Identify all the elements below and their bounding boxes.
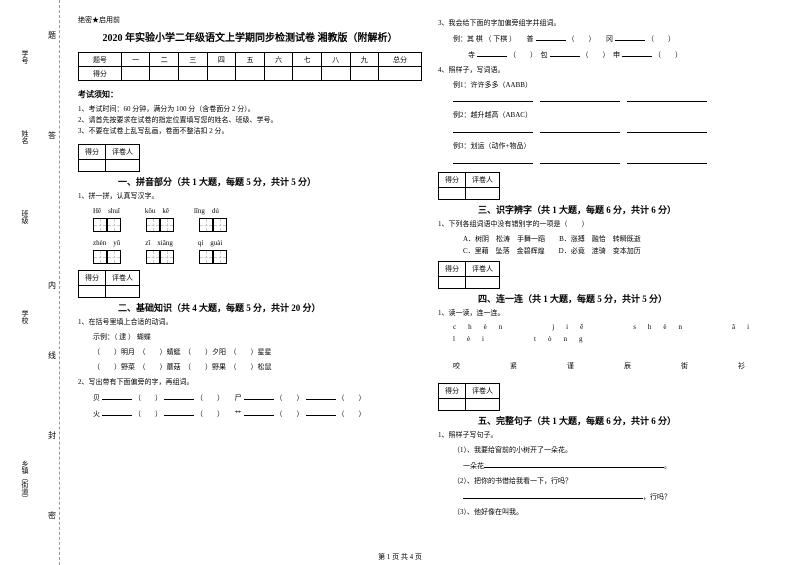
q1-1: 1、拼一拼，认真写汉字。 <box>78 191 422 203</box>
margin-label-class: 班级 <box>20 210 30 224</box>
s6-r1: （1）、我要给窗前的小树开了一朵花。 <box>453 445 782 457</box>
q2-2: 2、写出带有下面偏旁的字，再组词。 <box>78 377 422 389</box>
section6-title: 五、完整句子（共 1 大题，每题 6 分，共计 6 分） <box>478 414 676 427</box>
instruction-line: 1、考试时间：60 分钟，满分为 100 分（含卷面分 2 分）。 <box>78 104 422 115</box>
side-char: 题 <box>48 30 56 41</box>
binding-margin: 题 学号 答 姓名 班级 内 学校 线 封 乡镇（街道） 密 <box>0 0 60 565</box>
margin-label-id: 学号 <box>20 50 30 64</box>
th: 题号 <box>79 53 122 67</box>
s5-q1: 1、读一读，连一连。 <box>438 308 782 320</box>
section-score-box: 得分评卷人 <box>438 261 500 289</box>
score-summary-table: 题号 一 二 三 四 五 六 七 八 九 总分 得分 <box>78 52 422 81</box>
q2-ex: 示例：（ 逮 ） 蝴蝶 <box>93 332 422 344</box>
section3-title: 三、识字辨字（共 1 大题，每题 6 分，共计 6 分） <box>478 203 676 216</box>
th: 九 <box>350 53 379 67</box>
section-score-box: 得分评卷人 <box>438 383 500 411</box>
q2-r4: 火（ ）（ ） 艹（ ）（ ） <box>93 408 422 421</box>
q2-r3: 贝（ ）（ ） 尸（ ）（ ） <box>93 392 422 405</box>
secret-label: 绝密★启用前 <box>78 15 422 25</box>
section5-title: 四、连一连（共 1 大题，每题 5 分，共计 5 分） <box>478 292 667 305</box>
section2-title: 二、基础知识（共 4 大题，每题 5 分，共计 20 分） <box>118 301 321 314</box>
s6-r2: （2）、把你的书借给我看一下，行吗？ <box>453 476 782 488</box>
q3-r2: 寺（ ） 包（ ） 申（ ） <box>468 49 782 62</box>
sb: 评卷人 <box>106 144 140 159</box>
pinyin-row1: Hē shuǐ kǒu kě lǐng dú <box>93 206 422 216</box>
q4-ex2: 例2：越升越高（ABAC） <box>453 110 782 122</box>
main-content: 绝密★启用前 2020 年实验小学二年级语文上学期同步检测试卷 湘教版（附解析）… <box>60 0 800 565</box>
section-score-box: 得分评卷人 <box>78 144 140 172</box>
th: 六 <box>264 53 293 67</box>
th: 三 <box>179 53 208 67</box>
char-grid-1 <box>93 218 422 232</box>
page-footer: 第 1 页 共 4 页 <box>0 552 800 562</box>
section1-title: 一、拼音部分（共 1 大题，每题 5 分，共计 5 分） <box>118 175 316 188</box>
instructions: 1、考试时间：60 分钟，满分为 100 分（含卷面分 2 分）。 2、请首先按… <box>78 104 422 138</box>
side-char: 答 <box>48 130 56 141</box>
s6-r3: （3）、他好像在叫我。 <box>453 507 782 519</box>
td: 得分 <box>79 67 122 81</box>
left-column: 绝密★启用前 2020 年实验小学二年级语文上学期同步检测试卷 湘教版（附解析）… <box>70 15 430 560</box>
instruction-line: 3、不要在试卷上乱写乱画，卷面不整洁扣 2 分。 <box>78 126 422 137</box>
q4-ex3: 例3：划运（动作+物品） <box>453 141 782 153</box>
instructions-title: 考试须知： <box>78 89 422 100</box>
s4-q1: 1、下列各组词语中没有错别字的一项是（ ） <box>438 219 782 231</box>
margin-label-school: 学校 <box>20 310 30 324</box>
q2-r1: （ ）明月 （ ）蜻蜓 （ ）夕阳 （ ）星星 <box>93 347 422 359</box>
th: 一 <box>121 53 150 67</box>
th: 五 <box>236 53 265 67</box>
th: 二 <box>150 53 179 67</box>
section-score-box: 得分评卷人 <box>78 270 140 298</box>
s5-p2: 咬 紧 谨 辰 街 衫 <box>453 361 782 373</box>
instruction-line: 2、请首先按要求在试卷的指定位置填写您的姓名、班级、学号。 <box>78 115 422 126</box>
s6-r2b: ，行吗？ <box>463 491 782 504</box>
s6-q1: 1、照样子写句子。 <box>438 430 782 442</box>
s5-p1: chèn jiē shèn ǎi lèi tòng <box>453 322 782 346</box>
side-char: 封 <box>48 430 56 441</box>
s4-opts: A．树阴 松涛 手舞一蹈 B．涨搏 融恰 转瞬既逝 C．里藉 坠落 金碧辉煌 D… <box>463 234 782 258</box>
sb: 得分 <box>79 144 106 159</box>
q4-ex1: 例1：许许多多（AABB） <box>453 80 782 92</box>
td[interactable] <box>121 67 150 81</box>
th: 八 <box>321 53 350 67</box>
margin-label-town: 乡镇（街道） <box>20 460 30 502</box>
q4: 4、照样子，写词语。 <box>438 65 782 77</box>
q2-r2: （ ）野菜 （ ）蘑菇 （ ）野果 （ ）松鼠 <box>93 362 422 374</box>
pinyin-row2: zhèn yǔ zǐ xiǎng qí guài <box>93 238 422 248</box>
q2-1: 1、在括号里填上合适的动词。 <box>78 317 422 329</box>
q3: 3、我会给下面的字加偏旁组字并组词。 <box>438 18 782 30</box>
s6-r1b: 一朵花。 <box>463 460 782 473</box>
side-char: 内 <box>48 280 56 291</box>
q3-ex: 例：其 棋 （ 下棋 ） 普（ ） 冈（ ） <box>453 33 782 46</box>
th: 四 <box>207 53 236 67</box>
right-column: 3、我会给下面的字加偏旁组字并组词。 例：其 棋 （ 下棋 ） 普（ ） 冈（ … <box>430 15 790 560</box>
char-grid-2 <box>93 250 422 264</box>
margin-label-name: 姓名 <box>20 130 30 144</box>
th: 七 <box>293 53 322 67</box>
side-char: 线 <box>48 350 56 361</box>
side-char: 密 <box>48 510 56 521</box>
section-score-box: 得分评卷人 <box>438 172 500 200</box>
th: 总分 <box>379 53 422 67</box>
exam-title: 2020 年实验小学二年级语文上学期同步检测试卷 湘教版（附解析） <box>78 29 422 44</box>
